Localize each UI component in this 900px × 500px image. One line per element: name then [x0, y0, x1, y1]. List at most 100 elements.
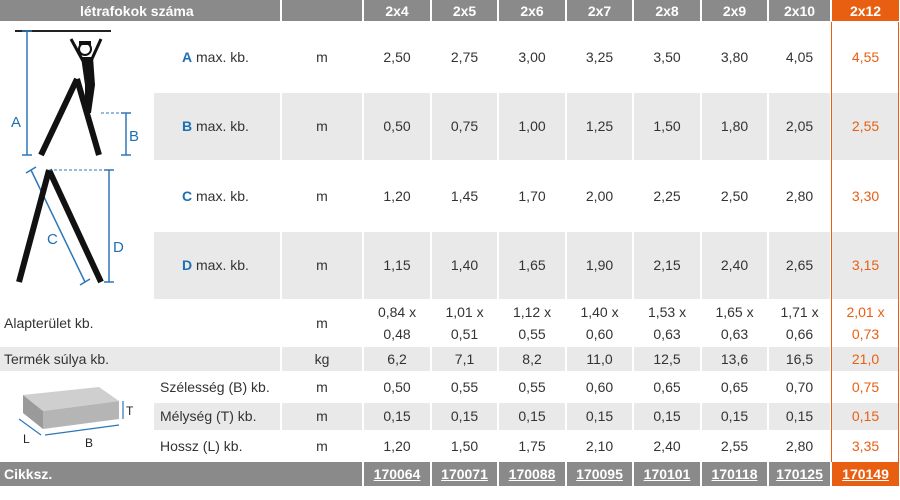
value-cell: 0,15	[566, 402, 635, 432]
unit-cell: kg	[281, 346, 365, 373]
ladder-folded-diagram: C D	[0, 161, 154, 301]
unit-cell: m	[281, 230, 365, 301]
package-length-label: Hossz (L) kb.	[153, 430, 283, 463]
unit-cell: m	[281, 372, 365, 404]
value-cell: 4,05	[768, 22, 833, 93]
header-size-highlighted: 2x12	[831, 0, 900, 23]
table-row: Hossz (L) kb. m 1,20 1,50 1,75 2,10 2,40…	[0, 430, 900, 463]
value-cell: 2,80	[768, 161, 833, 232]
header-title: létrafokok száma	[0, 0, 283, 23]
table-row: D max. kb. m 1,15 1,40 1,65 1,90 2,15 2,…	[0, 230, 900, 301]
value-cell: 0,70	[768, 372, 833, 404]
table-row: B max. kb. m 0,50 0,75 1,00 1,25 1,50 1,…	[0, 91, 900, 162]
value-cell: 2,50	[363, 22, 433, 93]
value-cell: 0,15	[363, 402, 433, 432]
svg-text:A: A	[11, 114, 21, 131]
value-cell: 2,75	[431, 22, 500, 93]
value-cell: 0,50	[363, 91, 433, 162]
area-value-cell-highlighted: 2,01 x 0,73	[831, 300, 900, 347]
value-cell: 2,40	[633, 430, 703, 463]
dim-label-a: A max. kb.	[153, 22, 283, 93]
value-cell: 12,5	[633, 346, 703, 373]
value-cell: 3,80	[701, 22, 770, 93]
ladder-spec-table: létrafokok száma 2x4 2x5 2x6 2x7 2x8 2x9…	[0, 0, 900, 488]
article-code-link-highlighted[interactable]: 170149	[831, 461, 900, 488]
value-cell: 0,15	[768, 402, 833, 432]
value-cell: 3,25	[566, 22, 635, 93]
value-cell: 0,55	[431, 372, 500, 404]
area-value-cell: 1,71 x 0,66	[768, 300, 833, 347]
value-cell: 2,00	[566, 161, 635, 232]
table-row: Termék súlya kb. kg 6,2 7,1 8,2 11,0 12,…	[0, 346, 900, 373]
area-value-cell: 1,65 x 0,63	[701, 300, 770, 347]
area-value-cell: 1,12 x 0,55	[498, 300, 568, 347]
value-cell: 1,15	[363, 230, 433, 301]
article-code-link[interactable]: 170064	[363, 461, 433, 488]
value-cell-highlighted: 2,55	[831, 91, 900, 162]
table-row: Alapterület kb. m 0,84 x 0,48 1,01 x 0,51 …	[0, 300, 900, 347]
value-cell-highlighted: 0,15	[831, 402, 900, 432]
unit-cell: m	[281, 161, 365, 232]
value-cell: 16,5	[768, 346, 833, 373]
package-box-icon: T L B	[18, 387, 134, 450]
svg-text:B: B	[129, 128, 139, 145]
value-cell: 1,20	[363, 161, 433, 232]
article-code-link[interactable]: 170095	[566, 461, 635, 488]
footer-row: Cikksz. 170064 170071 170088 170095 1701…	[0, 461, 900, 488]
header-size: 2x4	[363, 0, 433, 23]
value-cell: 1,45	[431, 161, 500, 232]
value-cell-highlighted: 21,0	[831, 346, 900, 373]
article-code-link[interactable]: 170088	[498, 461, 568, 488]
ladder-person-icon: A B	[11, 30, 139, 157]
header-size: 2x5	[431, 0, 500, 23]
header-row: létrafokok száma 2x4 2x5 2x6 2x7 2x8 2x9…	[0, 0, 900, 23]
article-code-link[interactable]: 170118	[701, 461, 770, 488]
value-cell: 3,00	[498, 22, 568, 93]
ladder-standing-diagram: A B	[0, 22, 154, 162]
header-unit-cell	[281, 0, 365, 23]
package-width-label: Szélesség (B) kb.	[153, 372, 283, 404]
value-cell: 1,65	[498, 230, 568, 301]
article-code-link[interactable]: 170125	[768, 461, 833, 488]
value-cell: 8,2	[498, 346, 568, 373]
table-row: A B A max. kb. m 2,50 2,75 3,00 3,25 3,5…	[0, 22, 900, 162]
svg-text:C: C	[47, 231, 58, 248]
area-value-cell: 1,01 x 0,51	[431, 300, 500, 347]
value-cell: 6,2	[363, 346, 433, 373]
table-row: C D C max. kb. m 1,20 1,45 1,70 2,00 2,2…	[0, 161, 900, 301]
article-code-link[interactable]: 170071	[431, 461, 500, 488]
value-cell: 2,50	[701, 161, 770, 232]
header-size: 2x9	[701, 0, 770, 23]
table-row: T L B Szélesség (B) kb. m 0,50 0,55 0,55…	[0, 372, 900, 462]
value-cell: 0,15	[633, 402, 703, 432]
value-cell: 0,60	[566, 372, 635, 404]
highlight-column-border-right	[898, 22, 899, 462]
value-cell: 0,15	[701, 402, 770, 432]
value-cell: 1,50	[633, 91, 703, 162]
article-code-link[interactable]: 170101	[633, 461, 703, 488]
value-cell: 7,1	[431, 346, 500, 373]
dim-label-d: D max. kb.	[153, 230, 283, 301]
area-value-cell: 0,84 x 0,48	[363, 300, 433, 347]
svg-text:T: T	[126, 404, 134, 418]
value-cell: 3,50	[633, 22, 703, 93]
value-cell: 2,25	[633, 161, 703, 232]
value-cell: 1,00	[498, 91, 568, 162]
package-depth-label: Mélység (T) kb.	[153, 402, 283, 432]
value-cell-highlighted: 3,30	[831, 161, 900, 232]
value-cell: 0,75	[431, 91, 500, 162]
value-cell: 1,50	[431, 430, 500, 463]
value-cell: 13,6	[701, 346, 770, 373]
header-size: 2x6	[498, 0, 568, 23]
header-size: 2x8	[633, 0, 703, 23]
value-cell: 0,65	[701, 372, 770, 404]
value-cell: 11,0	[566, 346, 635, 373]
value-cell: 1,20	[363, 430, 433, 463]
unit-cell: m	[281, 430, 365, 463]
folded-ladder-icon: C D	[16, 166, 124, 286]
value-cell-highlighted: 3,35	[831, 430, 900, 463]
highlight-column-border-left	[831, 22, 832, 462]
table-row: Mélység (T) kb. m 0,15 0,15 0,15 0,15 0,…	[0, 402, 900, 432]
value-cell: 2,15	[633, 230, 703, 301]
